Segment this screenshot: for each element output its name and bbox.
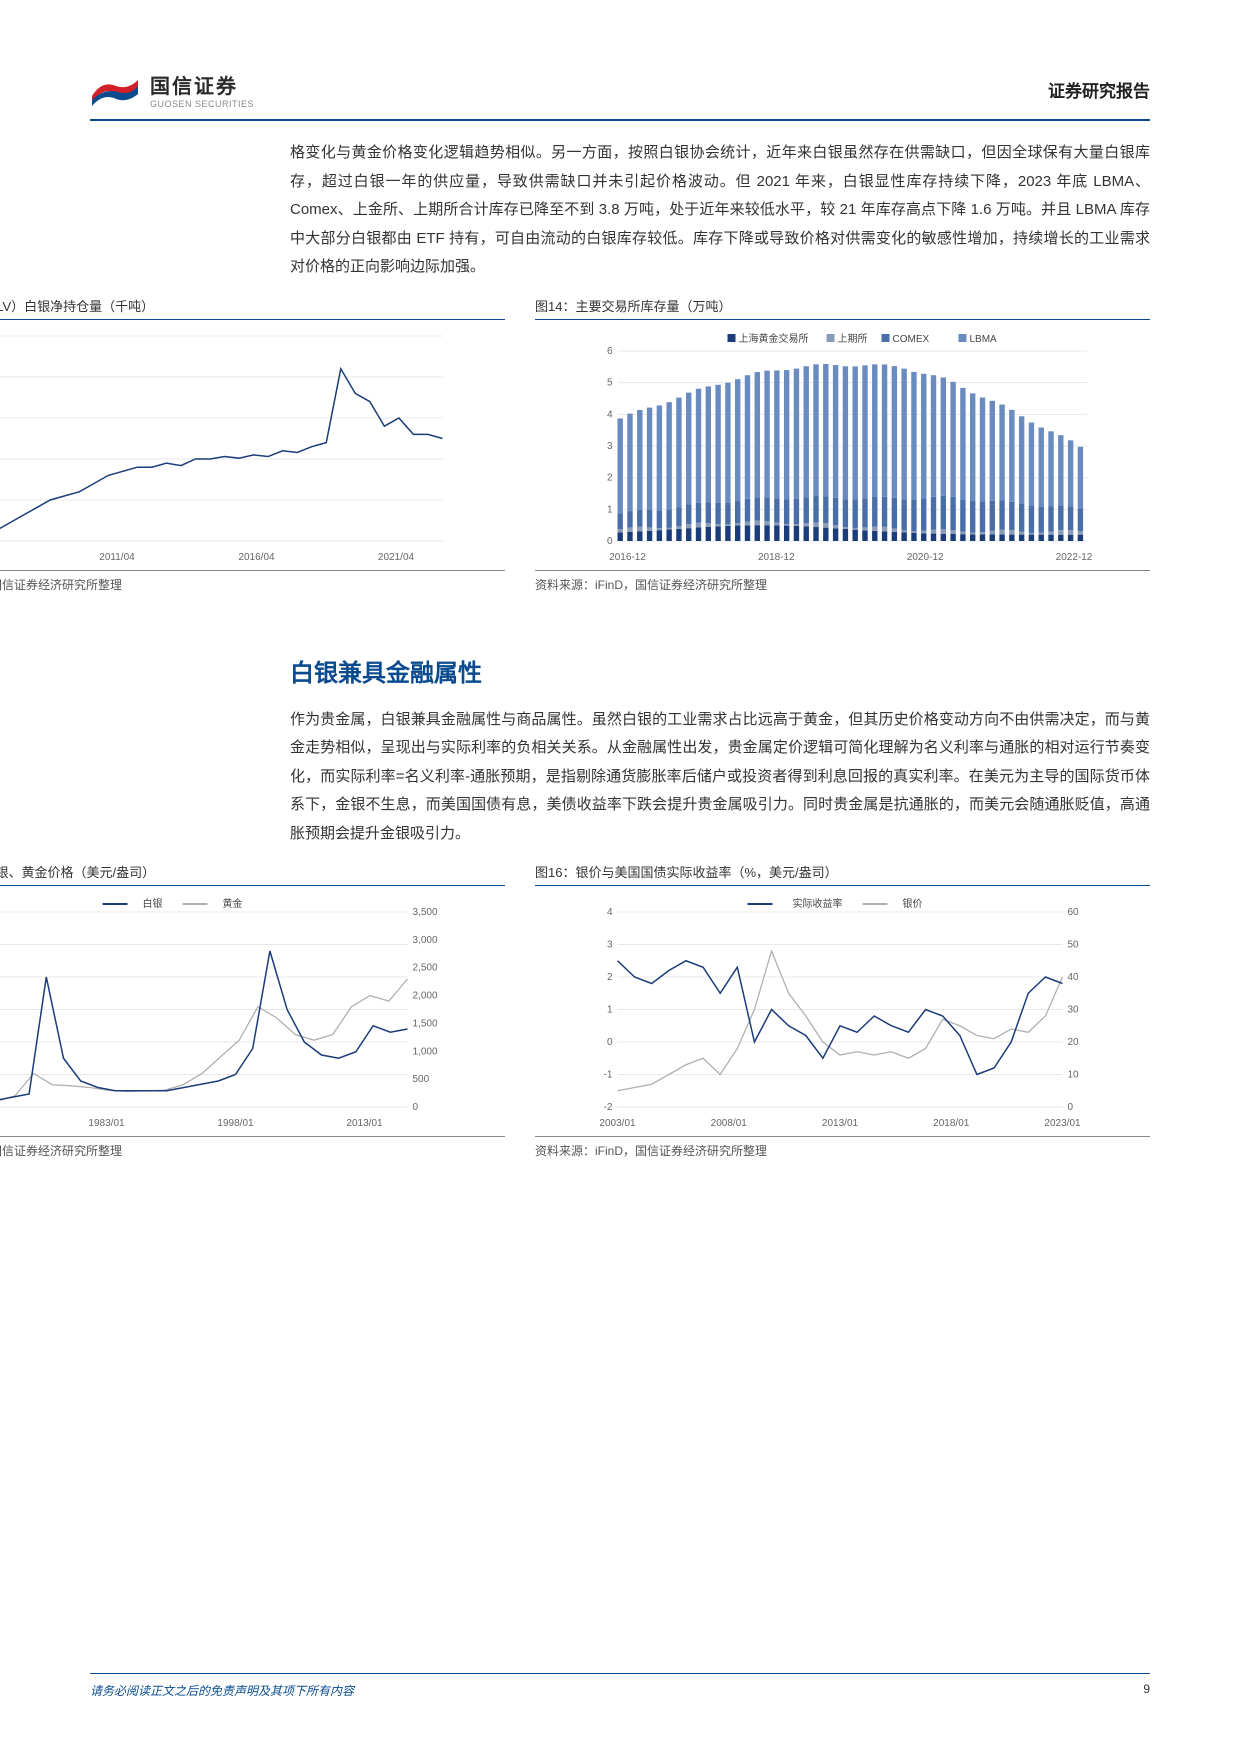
chart-title: 图14：主要交易所库存量（万吨） xyxy=(535,296,1150,320)
svg-text:2020-12: 2020-12 xyxy=(907,552,944,563)
svg-text:1: 1 xyxy=(607,504,613,515)
svg-text:500: 500 xyxy=(413,1074,430,1085)
section-heading: 白银兼具金融属性 xyxy=(290,653,1150,688)
svg-text:6: 6 xyxy=(607,346,613,357)
svg-text:30: 30 xyxy=(1068,1005,1080,1016)
chart-16: 图16：银价与美国国债实际收益率（%，美元/盎司） -2-10123401020… xyxy=(535,862,1150,1159)
svg-text:3: 3 xyxy=(607,441,613,452)
svg-text:1983/01: 1983/01 xyxy=(88,1118,125,1129)
svg-text:-1: -1 xyxy=(604,1070,613,1081)
chart-15: 图15：伦敦现货白银、黄金价格（美元/盎司） 01020304050600500… xyxy=(0,862,505,1159)
svg-text:3: 3 xyxy=(607,940,613,951)
svg-text:2: 2 xyxy=(607,972,613,983)
footer-text: 请务必阅读正文之后的免责声明及其项下所有内容 xyxy=(90,1682,354,1699)
svg-text:黄金: 黄金 xyxy=(223,897,243,910)
svg-text:1: 1 xyxy=(607,1005,613,1016)
svg-text:0: 0 xyxy=(607,1037,613,1048)
svg-text:白银: 白银 xyxy=(143,897,163,910)
svg-text:2022-12: 2022-12 xyxy=(1056,552,1093,563)
logo-text-cn: 国信证券 xyxy=(150,70,254,99)
company-logo: 国信证券 GUOSEN SECURITIES xyxy=(90,70,254,109)
svg-text:20: 20 xyxy=(1068,1037,1080,1048)
logo-text-en: GUOSEN SECURITIES xyxy=(150,99,254,109)
svg-text:5: 5 xyxy=(607,377,613,388)
chart-13: 图13：iShares（SLV）白银净持仓量（千吨） 0510152025200… xyxy=(0,296,505,593)
chart-title: 图16：银价与美国国债实际收益率（%，美元/盎司） xyxy=(535,862,1150,886)
svg-text:4: 4 xyxy=(607,409,613,420)
page-number: 9 xyxy=(1143,1682,1150,1699)
chart-source: 资料来源：iFinD，国信证券经济研究所整理 xyxy=(0,570,505,593)
svg-text:实际收益率: 实际收益率 xyxy=(793,897,843,910)
page-footer: 请务必阅读正文之后的免责声明及其项下所有内容 9 xyxy=(90,1673,1150,1699)
svg-text:2018/01: 2018/01 xyxy=(933,1118,970,1129)
svg-text:40: 40 xyxy=(1068,972,1080,983)
svg-text:上海黄金交易所: 上海黄金交易所 xyxy=(739,332,809,345)
svg-text:2013/01: 2013/01 xyxy=(346,1118,383,1129)
chart-canvas: 0 1 2 3 4 5 6 上海黄金交易所 上期所 COMEX LBMA 2016-12 2018-12… xyxy=(535,326,1150,566)
chart-source: 资料来源：iFinD，国信证券经济研究所整理 xyxy=(0,1136,505,1159)
svg-text:10: 10 xyxy=(1068,1070,1080,1081)
chart-source: 资料来源：iFinD，国信证券经济研究所整理 xyxy=(535,1136,1150,1159)
svg-text:60: 60 xyxy=(1068,907,1080,918)
svg-text:2,000: 2,000 xyxy=(413,991,438,1002)
svg-text:1,500: 1,500 xyxy=(413,1018,438,1029)
svg-text:0: 0 xyxy=(413,1102,419,1113)
paragraph: 格变化与黄金价格变化逻辑趋势相似。另一方面，按照白银协会统计，近年来白银虽然存在… xyxy=(290,139,1150,282)
svg-text:上期所: 上期所 xyxy=(838,333,868,345)
chart-canvas: 05101520252006/042011/042016/042021/04 xyxy=(0,326,505,566)
paragraph: 作为贵金属，白银兼具金融属性与商品属性。虽然白银的工业需求占比远高于黄金，但其历… xyxy=(290,706,1150,849)
svg-text:1998/01: 1998/01 xyxy=(217,1118,254,1129)
svg-text:2018-12: 2018-12 xyxy=(758,552,795,563)
report-title: 证券研究报告 xyxy=(1048,77,1150,102)
svg-text:2003/01: 2003/01 xyxy=(599,1118,636,1129)
svg-text:2016-12: 2016-12 xyxy=(609,552,646,563)
chart-title: 图15：伦敦现货白银、黄金价格（美元/盎司） xyxy=(0,862,505,886)
svg-text:2008/01: 2008/01 xyxy=(711,1118,748,1129)
svg-text:2: 2 xyxy=(607,472,613,483)
svg-text:0: 0 xyxy=(1068,1102,1074,1113)
svg-text:4: 4 xyxy=(607,907,613,918)
svg-text:0: 0 xyxy=(607,536,613,547)
svg-text:COMEX: COMEX xyxy=(893,334,930,345)
chart-14: 图14：主要交易所库存量（万吨） 0 1 2 3 4 5 6 上海黄金交易所 上期所 COMEX L… xyxy=(535,296,1150,593)
svg-text:2011/04: 2011/04 xyxy=(99,552,135,563)
chart-title: 图13：iShares（SLV）白银净持仓量（千吨） xyxy=(0,296,505,320)
chart-source: 资料来源：iFinD，国信证券经济研究所整理 xyxy=(535,570,1150,593)
svg-text:3,000: 3,000 xyxy=(413,935,438,946)
svg-text:2023/01: 2023/01 xyxy=(1044,1118,1081,1129)
svg-text:银价: 银价 xyxy=(903,897,923,910)
charts-row-1: 图13：iShares（SLV）白银净持仓量（千吨） 0510152025200… xyxy=(0,296,1150,593)
svg-text:50: 50 xyxy=(1068,940,1080,951)
charts-row-2: 图15：伦敦现货白银、黄金价格（美元/盎司） 01020304050600500… xyxy=(0,862,1150,1159)
svg-text:LBMA: LBMA xyxy=(970,334,998,345)
page-header: 国信证券 GUOSEN SECURITIES 证券研究报告 xyxy=(90,70,1150,121)
chart-canvas: -2-1012340102030405060实际收益率银价2003/012008… xyxy=(535,892,1150,1132)
svg-text:2013/01: 2013/01 xyxy=(822,1118,859,1129)
svg-text:1,000: 1,000 xyxy=(413,1046,438,1057)
svg-text:-2: -2 xyxy=(604,1102,613,1113)
svg-text:3,500: 3,500 xyxy=(413,907,438,918)
svg-text:2016/04: 2016/04 xyxy=(238,552,275,563)
svg-text:2021/04: 2021/04 xyxy=(378,552,415,563)
chart-canvas: 010203040506005001,0001,5002,0002,5003,0… xyxy=(0,892,505,1132)
svg-text:2,500: 2,500 xyxy=(413,963,438,974)
logo-icon xyxy=(90,72,140,108)
